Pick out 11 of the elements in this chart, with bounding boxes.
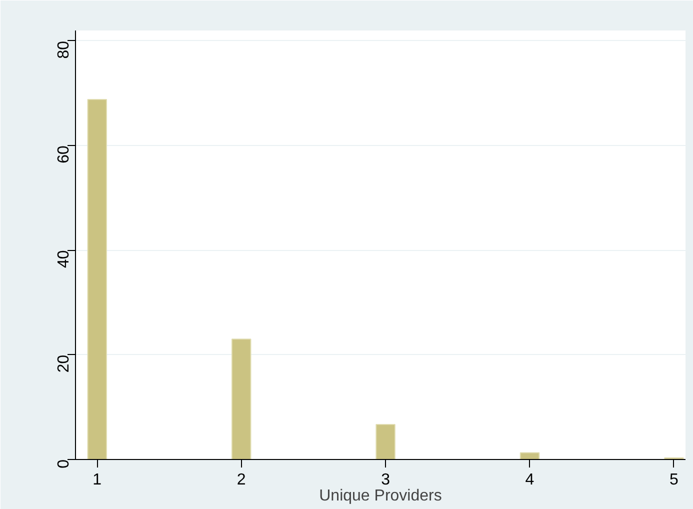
y-tick-label: 60	[56, 145, 72, 164]
x-tick-label: 3	[381, 472, 390, 488]
x-axis-title: Unique Providers	[319, 488, 442, 504]
y-tick-label: 80	[56, 40, 72, 59]
y-tick-label: 40	[56, 250, 72, 268]
y-tick-label: 20	[56, 354, 72, 373]
x-tick-label: 1	[92, 472, 102, 488]
x-tick-label: 5	[670, 472, 679, 488]
x-tick-label: 4	[525, 472, 534, 488]
x-tick-label: 2	[236, 472, 246, 488]
y-tick-label: 0	[56, 459, 72, 468]
